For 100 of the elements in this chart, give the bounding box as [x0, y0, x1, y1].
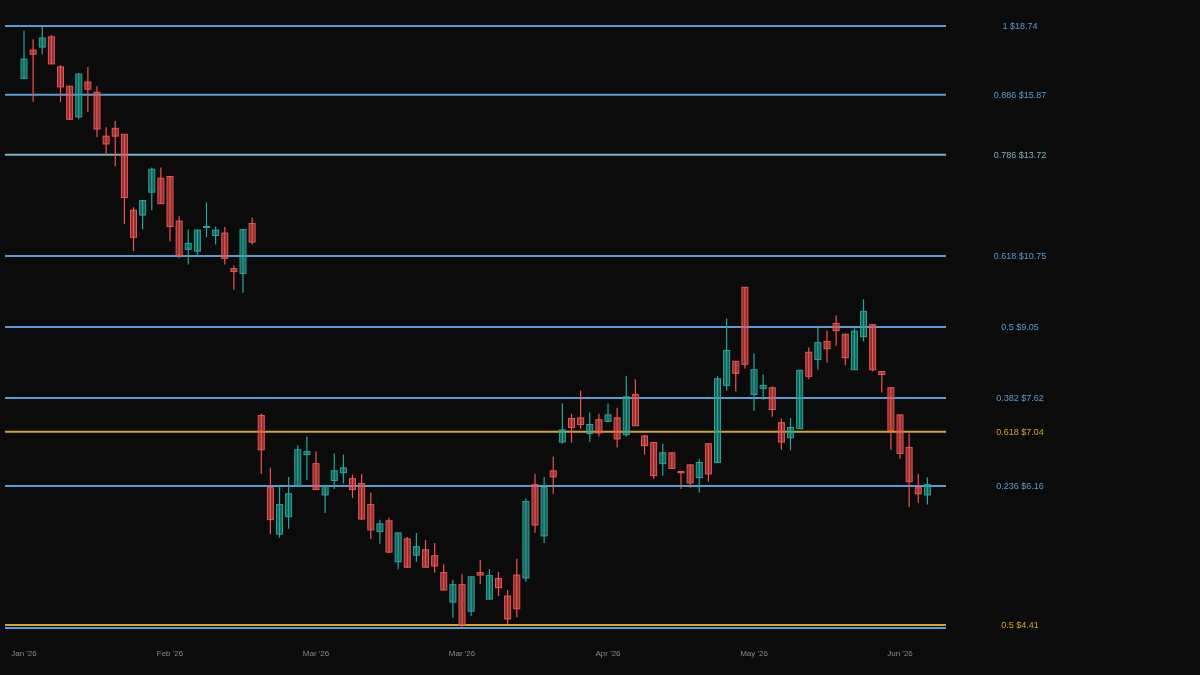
candlestick: [850, 327, 858, 371]
candlestick: [139, 199, 147, 231]
candlestick: [130, 206, 137, 252]
text: 0.382 $7.62: [996, 393, 1044, 404]
candlestick: [714, 375, 722, 464]
candlestick: [449, 579, 457, 619]
candlestick: [175, 215, 183, 259]
candlestick: [668, 452, 676, 470]
candlestick: [367, 491, 375, 540]
candlestick: [768, 386, 776, 418]
x-tick-label: Mar '26: [302, 649, 330, 658]
candlestick: [166, 175, 174, 243]
candlestick: [57, 64, 64, 103]
candlestick: [814, 327, 822, 371]
candlestick: [257, 413, 265, 475]
candlestick: [47, 34, 55, 65]
candlestick: [750, 352, 758, 412]
candlestick: [385, 517, 393, 554]
text: 0.236 $6.16: [996, 481, 1044, 492]
candlestick: [595, 413, 603, 438]
x-tick-label: May '26: [740, 649, 769, 658]
text: 0.5 $9.05: [1001, 322, 1039, 333]
text: 0.5 $4.41: [1001, 620, 1039, 631]
candlestick: [732, 360, 740, 393]
candlestick: [495, 571, 503, 597]
candlestick: [777, 417, 785, 451]
candlestick: [485, 568, 493, 600]
candlestick: [148, 166, 156, 211]
candlestick: [741, 286, 749, 370]
candlestick: [20, 30, 28, 79]
candlestick: [832, 314, 840, 347]
candlestick: [568, 413, 576, 444]
candlestick: [641, 434, 649, 456]
candlestick: [111, 120, 119, 167]
candlestick: [38, 25, 46, 55]
candlestick: [540, 476, 548, 544]
candlestick: [914, 473, 922, 504]
candlestick: [622, 375, 630, 438]
candlestick: [513, 558, 521, 618]
candlestick: [422, 539, 430, 568]
candlestick: [577, 390, 585, 430]
candlestick: [549, 455, 557, 495]
candlestick: [358, 473, 366, 521]
candlestick: [303, 435, 311, 481]
candlestick: [695, 458, 703, 494]
candlestick: [285, 476, 293, 530]
text: 1 $18.74: [1002, 21, 1038, 32]
candlestick: [522, 497, 530, 583]
candlestick: [467, 576, 475, 617]
candlestick: [723, 317, 731, 392]
candlestick: [339, 454, 347, 485]
candlestick: [184, 228, 192, 265]
candlestick: [823, 330, 831, 364]
candlestick: [887, 387, 895, 451]
candlestick: [896, 414, 904, 460]
candlestick: [330, 452, 338, 490]
candlestick: [458, 573, 466, 629]
candlestick: [869, 323, 877, 373]
candlestick: [704, 443, 712, 483]
candlestick: [759, 373, 767, 401]
candlestick: [431, 542, 439, 574]
candlestick: [403, 536, 411, 569]
candlestick: [266, 467, 274, 535]
candlestick: [412, 532, 420, 563]
candlestick: [239, 228, 247, 294]
candlestick: [212, 225, 220, 246]
text: 0.618 $7.04: [996, 426, 1044, 437]
x-tick-label: Feb '26: [156, 649, 184, 658]
candlestick: [75, 72, 83, 120]
candlestick: [504, 589, 512, 625]
text: 0.618 $10.75: [993, 251, 1047, 262]
candlestick: [650, 441, 658, 480]
candlestick: [686, 464, 694, 489]
candlestick: [93, 85, 101, 138]
candlestick: [84, 66, 92, 113]
candlestick: [878, 370, 886, 394]
candlestick: [276, 484, 284, 539]
candlestick: [604, 402, 612, 423]
candlestick: [659, 443, 667, 477]
candlestick: [796, 369, 804, 430]
candlestick: [29, 38, 37, 103]
candlestick: [221, 226, 229, 265]
candlestick: [531, 473, 539, 534]
candlestick: [157, 166, 165, 205]
candlestick: [558, 402, 566, 445]
candlestick: [613, 407, 621, 448]
candlestick: [923, 476, 931, 506]
candlestick: [440, 563, 448, 591]
candlestick: [476, 559, 484, 585]
candlestick: [787, 417, 795, 452]
candlestick: [193, 229, 201, 258]
candlestick: [321, 485, 329, 514]
x-tick-label: Jan '26: [11, 649, 38, 658]
candlestick: [349, 473, 357, 499]
x-tick-label: Mar '26: [448, 649, 476, 658]
candlestick: [841, 333, 849, 367]
candlestick: [905, 432, 913, 508]
x-tick-label: Jun '26: [887, 649, 914, 658]
candlestick: [203, 201, 211, 238]
candlestick: [248, 216, 256, 246]
